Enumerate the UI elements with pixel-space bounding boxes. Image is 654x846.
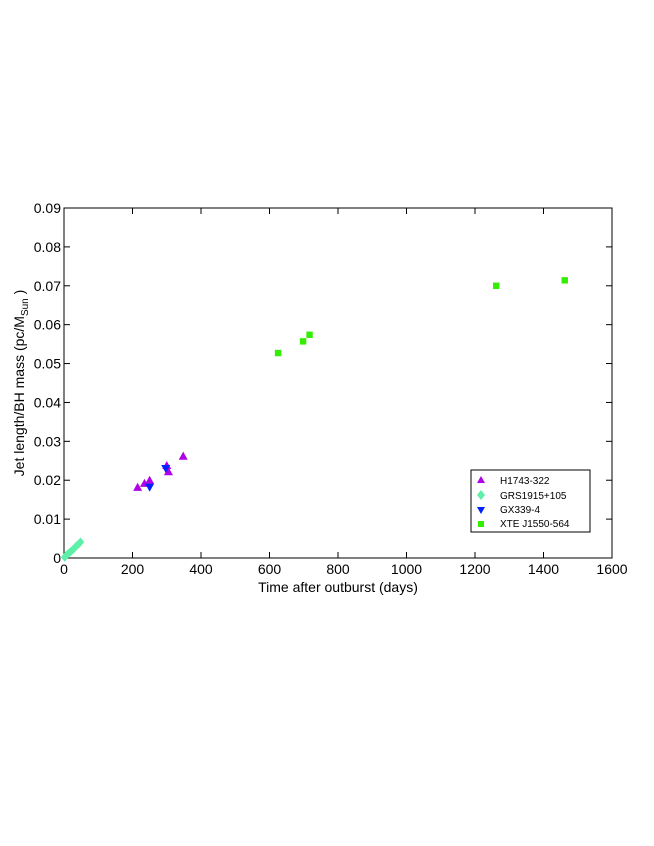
data-point: [493, 282, 500, 289]
y-axis-label-tail: ): [11, 290, 27, 299]
data-point: [299, 338, 307, 345]
legend-marker-h1743: [477, 476, 485, 483]
x-tick-label: 200: [121, 561, 145, 577]
legend-entry-xte: XTE J1550-564: [478, 519, 570, 530]
x-tick-label: 1200: [459, 561, 490, 577]
tick-labels: 0 200 400 600 800 1000 1200 1400 1600 0 0.01 0.02 0.…: [34, 200, 628, 577]
y-tick-label: 0.05: [34, 356, 61, 372]
data-point: [161, 464, 171, 474]
x-tick-label: 0: [60, 561, 68, 577]
y-axis-label-main: Jet length/BH mass (pc/M: [11, 316, 27, 476]
legend-marker-xte: [478, 521, 484, 527]
y-tick-label: 0.01: [34, 511, 61, 527]
data-point: [178, 451, 188, 460]
data-point: [133, 482, 143, 491]
data-point: [274, 349, 282, 357]
y-tick-label: 0: [53, 550, 61, 566]
legend-box: [470, 469, 591, 533]
data-point: [561, 277, 568, 284]
legend-label-h1743: H1743-322: [500, 476, 550, 487]
data-point: [145, 483, 155, 492]
y-tick-label: 0.04: [34, 394, 61, 410]
legend-entry-h1743: H1743-322: [477, 476, 550, 487]
y-tick-label: 0.08: [34, 239, 61, 255]
legend-label-gx339: GX339-4: [500, 505, 540, 516]
x-tick-label: 1000: [391, 561, 422, 577]
legend-label-xte: XTE J1550-564: [500, 519, 570, 530]
x-tick-label: 1600: [596, 561, 627, 577]
legend-entry-grs1915: GRS1915+105: [477, 490, 567, 502]
y-tick-label: 0.09: [34, 200, 61, 216]
y-axis-label: Jet length/BH mass (pc/MSun ): [11, 290, 31, 477]
x-tick-label: 600: [258, 561, 282, 577]
x-tick-label: 400: [189, 561, 213, 577]
y-tick-label: 0.02: [34, 472, 61, 488]
data-point: [145, 475, 155, 484]
y-tick-label: 0.07: [34, 278, 61, 294]
legend-label-grs1915: GRS1915+105: [500, 491, 567, 502]
x-tick-label: 800: [326, 561, 350, 577]
data-point: [163, 467, 173, 476]
data-point: [76, 537, 85, 547]
data-point: [306, 331, 313, 338]
legend: H1743-322 GRS1915+105 GX339-4 XTE J1550-…: [470, 469, 591, 533]
data-points: [60, 277, 568, 562]
y-tick-label: 0.03: [34, 433, 61, 449]
legend-marker-gx339: [477, 507, 485, 514]
x-axis-label: Time after outburst (days): [258, 579, 418, 595]
y-axis-label-subscript: Sun: [20, 298, 31, 316]
x-tick-label: 1400: [528, 561, 559, 577]
y-tick-label: 0.06: [34, 317, 61, 333]
legend-marker-grs1915: [477, 490, 485, 500]
legend-entry-gx339: GX339-4: [477, 505, 540, 516]
